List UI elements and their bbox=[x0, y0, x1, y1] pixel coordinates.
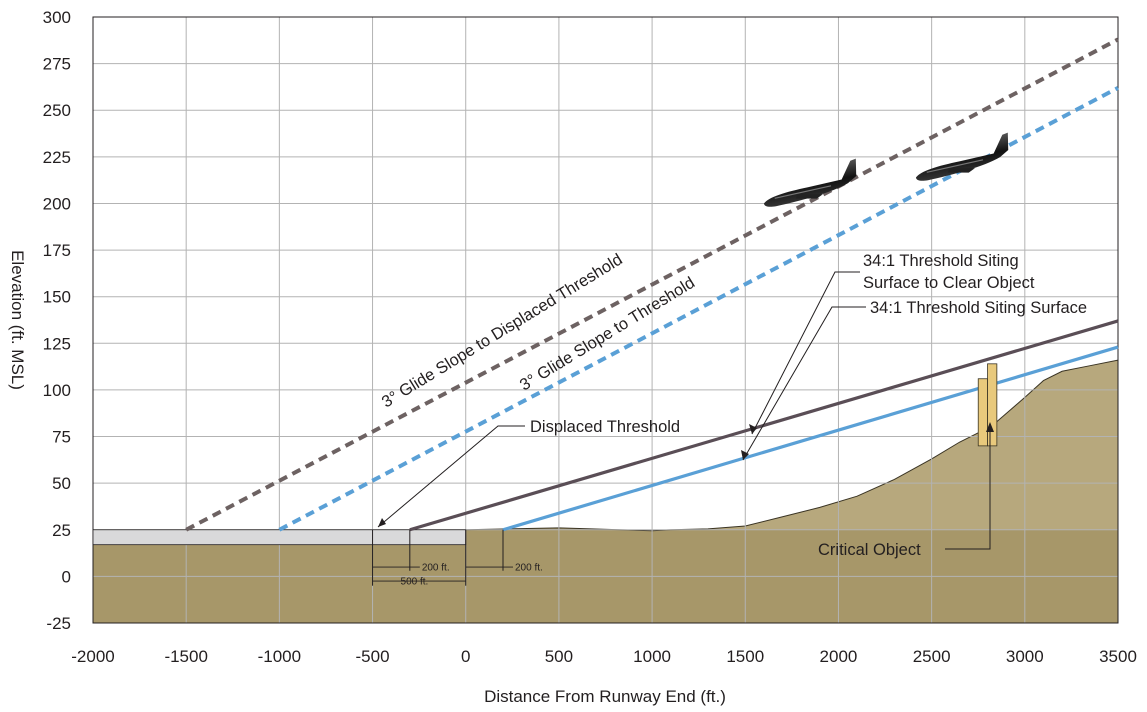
tss-line bbox=[502, 345, 1119, 532]
x-tick-label: 0 bbox=[461, 647, 470, 666]
y-tick-label: 175 bbox=[43, 241, 71, 260]
x-tick-label: 1000 bbox=[633, 647, 671, 666]
glide-slope-threshold-label: 3° Glide Slope to Threshold bbox=[517, 274, 698, 395]
x-tick-label: 1500 bbox=[726, 647, 764, 666]
x-axis-title: Distance From Runway End (ft.) bbox=[484, 687, 726, 706]
x-tick-label: 2500 bbox=[913, 647, 951, 666]
y-tick-label: 75 bbox=[52, 428, 71, 447]
tss-clear-object-label-2: Surface to Clear Object bbox=[863, 274, 1035, 292]
dim-label-500: 500 ft. bbox=[401, 577, 429, 588]
airplane-icon bbox=[763, 158, 857, 207]
tss-clear-object-leader bbox=[751, 271, 860, 435]
glide-slope-displaced-threshold-line bbox=[185, 37, 1119, 532]
dim-label-200-right: 200 ft. bbox=[515, 563, 543, 574]
y-tick-label: 100 bbox=[43, 381, 71, 400]
tss-arrowhead bbox=[741, 450, 749, 460]
tss-leader bbox=[742, 306, 866, 461]
ground-layer bbox=[93, 359, 1119, 623]
x-tick-label: -500 bbox=[356, 647, 390, 666]
displaced-threshold-label: Displaced Threshold bbox=[530, 418, 680, 436]
y-axis-title: Elevation (ft. MSL) bbox=[8, 250, 27, 390]
dim-label-200-left: 200 ft. bbox=[422, 563, 450, 574]
tss-clear-object-arrowhead bbox=[749, 424, 757, 434]
displaced-threshold-leader bbox=[377, 425, 525, 528]
y-tick-label: 50 bbox=[52, 474, 71, 493]
series-layer bbox=[185, 37, 1119, 532]
critical-object-tall-block bbox=[987, 363, 998, 447]
x-tick-label: -1500 bbox=[164, 647, 207, 666]
y-tick-label: 275 bbox=[43, 55, 71, 74]
dimension-markers: 200 ft. 500 ft. 200 ft. bbox=[372, 529, 543, 588]
terrain-fill bbox=[93, 360, 1118, 623]
critical-object bbox=[977, 363, 998, 447]
x-axis-ticks: -2000 -1500 -1000 -500 0 500 1000 1500 2000 2500 3… bbox=[71, 647, 1137, 666]
y-tick-label: -25 bbox=[46, 614, 71, 633]
critical-object-label: Critical Object bbox=[818, 541, 921, 559]
critical-object-leader bbox=[945, 428, 991, 550]
tss-clear-object-label-1: 34:1 Threshold Siting bbox=[863, 252, 1019, 270]
y-tick-label: 25 bbox=[52, 521, 71, 540]
x-tick-label: 2000 bbox=[820, 647, 858, 666]
airplane-icon bbox=[915, 132, 1009, 181]
x-tick-label: -2000 bbox=[71, 647, 114, 666]
displaced-threshold-arrowhead bbox=[378, 518, 386, 527]
y-tick-label: 0 bbox=[62, 567, 71, 586]
plot-frame bbox=[92, 16, 1119, 624]
y-tick-label: 150 bbox=[43, 288, 71, 307]
x-tick-label: 3500 bbox=[1099, 647, 1137, 666]
glide-slope-displaced-label: 3° Glide Slope to Displaced Threshold bbox=[379, 250, 626, 411]
tss-label: 34:1 Threshold Siting Surface bbox=[870, 299, 1087, 317]
grid bbox=[92, 16, 1119, 624]
y-tick-label: 250 bbox=[43, 101, 71, 120]
tss-clear-object-line bbox=[409, 319, 1119, 532]
hill-highlight bbox=[708, 360, 1118, 530]
y-tick-label: 225 bbox=[43, 148, 71, 167]
critical-object-short-block bbox=[977, 378, 988, 447]
x-tick-label: 500 bbox=[545, 647, 573, 666]
y-tick-label: 200 bbox=[43, 194, 71, 213]
critical-object-arrowhead bbox=[986, 422, 994, 432]
glide-slope-threshold-line bbox=[278, 86, 1119, 532]
y-tick-label: 125 bbox=[43, 334, 71, 353]
x-tick-label: 3000 bbox=[1006, 647, 1044, 666]
y-tick-label: 300 bbox=[43, 8, 71, 27]
x-tick-label: -1000 bbox=[258, 647, 301, 666]
